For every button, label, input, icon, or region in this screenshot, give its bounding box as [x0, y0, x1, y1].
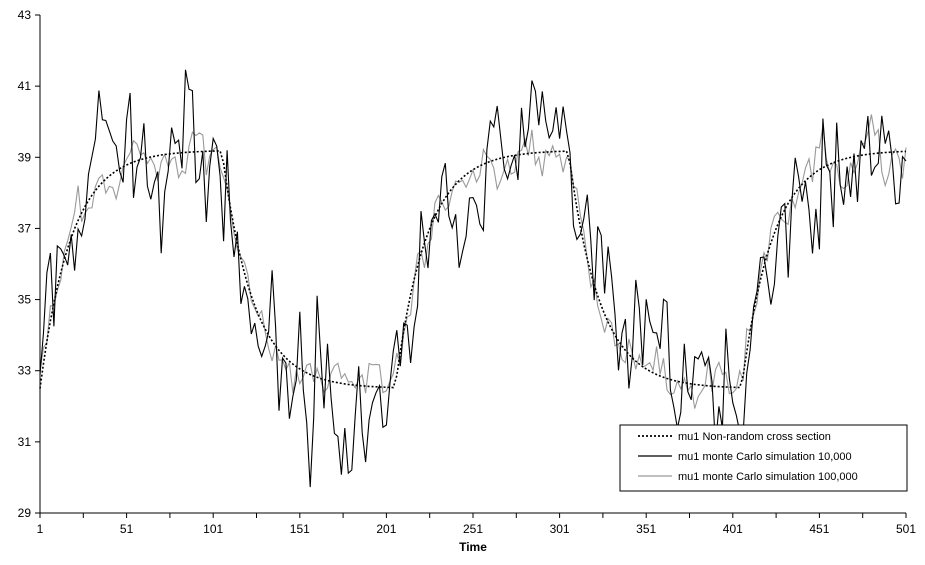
y-tick-label: 37 — [18, 221, 32, 235]
x-tick-label: 51 — [120, 522, 134, 536]
series-line-2 — [39, 114, 907, 409]
legend-label: mu1 Non-random cross section — [678, 431, 831, 443]
legend-label: mu1 monte Carlo simulation 100,000 — [678, 471, 858, 483]
y-tick-label: 29 — [18, 506, 32, 520]
x-tick-label: 351 — [636, 522, 656, 536]
x-axis-title: Time — [459, 540, 487, 554]
y-tick-label: 41 — [18, 79, 32, 93]
x-tick-label: 501 — [896, 522, 916, 536]
x-tick-label: 451 — [809, 522, 829, 536]
y-tick-label: 35 — [18, 293, 32, 307]
y-tick-label: 31 — [18, 435, 32, 449]
y-tick-label: 33 — [18, 364, 32, 378]
legend-label: mu1 monte Carlo simulation 10,000 — [678, 451, 852, 463]
series-layer — [39, 69, 907, 488]
x-tick-label: 101 — [203, 522, 223, 536]
y-tick-label: 39 — [18, 150, 32, 164]
x-tick-label: 401 — [723, 522, 743, 536]
series-line-0 — [39, 150, 907, 389]
series-line-1 — [39, 69, 907, 488]
x-tick-label: 251 — [463, 522, 483, 536]
x-tick-label: 1 — [37, 522, 44, 536]
legend: mu1 Non-random cross section mu1 monte Ca… — [619, 424, 908, 492]
x-tick-label: 201 — [376, 522, 396, 536]
x-tick-label: 301 — [550, 522, 570, 536]
y-tick-label: 43 — [18, 8, 32, 22]
x-tick-label: 151 — [290, 522, 310, 536]
